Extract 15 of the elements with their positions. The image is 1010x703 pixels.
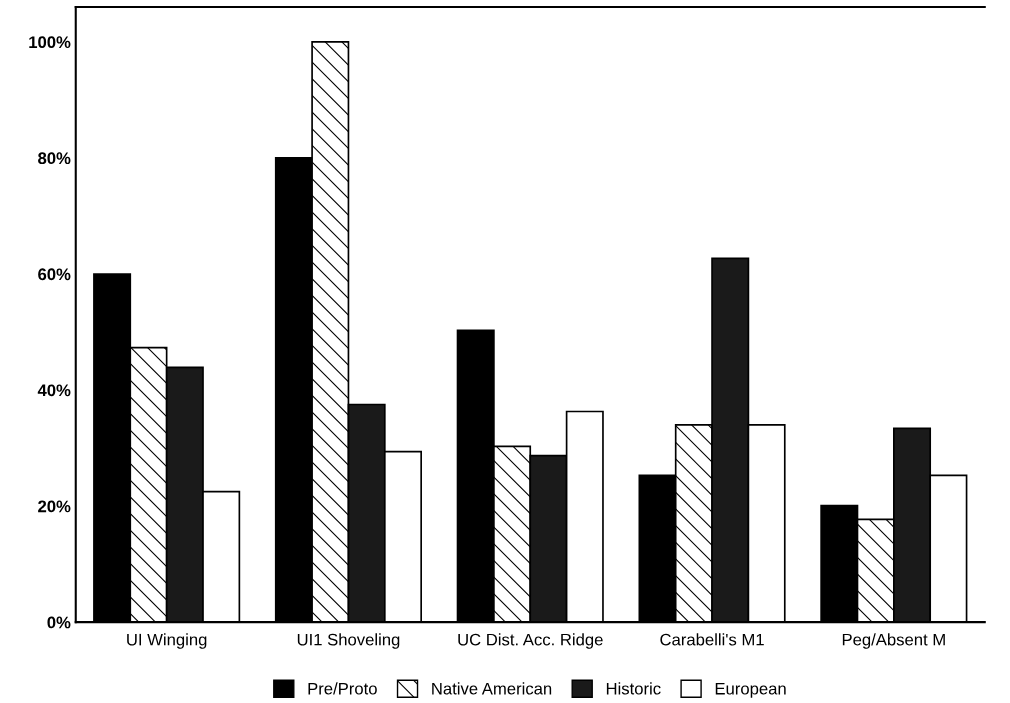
legend-label: Pre/Proto bbox=[308, 682, 377, 695]
x-tick-label: UI Winging bbox=[127, 633, 207, 649]
y-tick-label: 20% bbox=[38, 500, 71, 513]
x-tick-label: UC Dist. Acc. Ridge bbox=[458, 633, 603, 649]
legend-label: Native American bbox=[432, 682, 552, 695]
x-tick-label: Peg/Absent M bbox=[842, 633, 945, 649]
x-tick-label: UI1 Shoveling bbox=[297, 633, 400, 649]
y-tick-label: 100% bbox=[29, 36, 71, 49]
legend-label: Historic bbox=[606, 682, 661, 695]
y-tick-label: 0% bbox=[47, 616, 71, 629]
y-tick-label: 60% bbox=[38, 268, 71, 281]
legend-label: European bbox=[715, 682, 786, 698]
y-tick-label: 40% bbox=[37, 384, 71, 397]
y-tick-label: 80% bbox=[38, 152, 71, 165]
x-tick-label: Carabelli's M1 bbox=[660, 633, 764, 646]
